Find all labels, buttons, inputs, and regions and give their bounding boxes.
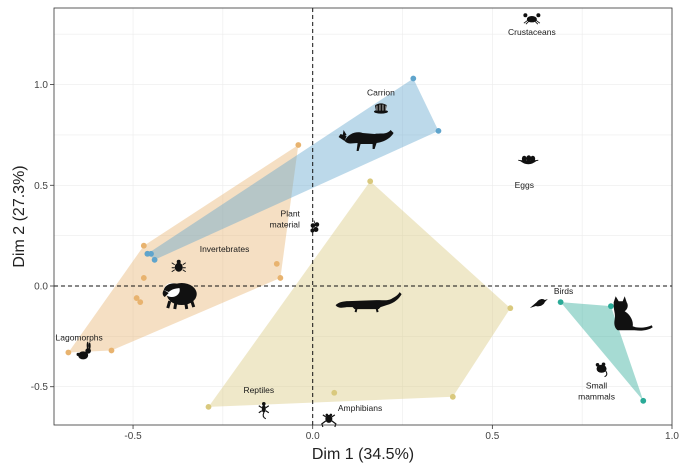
nest-eggs-icon [518, 155, 539, 165]
y-tick-label: 0.5 [34, 181, 48, 192]
cat-hull [560, 302, 644, 401]
category-label: Plant material [270, 209, 301, 230]
mongoose-point [205, 403, 212, 410]
badger-point [65, 349, 72, 356]
category-label: Birds [554, 286, 573, 296]
category-label: Invertebrates [200, 244, 250, 254]
badger-point [133, 295, 140, 301]
mongoose-point [449, 393, 456, 400]
fox-hull [147, 78, 439, 260]
axis-ticks: -0.5 0.0 0.5 1.0 -0.5 0.0 0.5 1.0 [31, 80, 680, 442]
panel-border [53, 7, 673, 426]
x-tick-label: 1.0 [665, 431, 679, 442]
point-layer [65, 75, 647, 410]
category-label: Lagomorphs [56, 332, 103, 342]
category-label: Crustaceans [508, 27, 556, 37]
category-label: Carrion [367, 88, 395, 98]
cat-point [608, 303, 614, 310]
category-label: Small mammals [578, 381, 615, 402]
category-label: Amphibians [338, 403, 382, 413]
hull-layer [68, 78, 644, 407]
y-tick-label: 1.0 [34, 80, 48, 91]
badger-point [140, 275, 147, 281]
cat-icon [613, 296, 653, 331]
badger-point [277, 275, 284, 281]
rabbit-icon [76, 341, 91, 360]
fox-icon [338, 129, 394, 151]
x-tick-label: -0.5 [124, 431, 142, 442]
fox-point [410, 75, 417, 82]
fox-point [151, 256, 158, 263]
x-tick-label: 0.5 [485, 431, 499, 442]
fox-point [148, 250, 154, 257]
beetle-icon [171, 259, 186, 273]
x-axis-title: Dim 1 (34.5%) [312, 446, 414, 463]
category-label: Eggs [515, 180, 534, 190]
fox-point [435, 127, 442, 134]
category-labels: Crustaceans Carrion Eggs Plant material Inver… [56, 27, 615, 413]
y-tick-label: -0.5 [31, 382, 49, 393]
badger-hull [68, 145, 299, 353]
badger-point [137, 299, 144, 306]
rodent-icon [595, 362, 608, 378]
bird-icon [529, 299, 548, 309]
mongoose-icon [335, 292, 402, 313]
mongoose-point [507, 305, 514, 312]
y-axis-title: Dim 2 (27.3%) [11, 165, 28, 267]
y-tick-label: 0.0 [34, 282, 48, 293]
icon-layer [76, 13, 653, 428]
x-tick-label: 0.0 [306, 431, 320, 442]
badger-icon [162, 283, 197, 310]
reference-lines [54, 8, 672, 425]
cat-point [640, 397, 647, 404]
badger-point [108, 347, 115, 354]
badger-point [273, 260, 280, 267]
lizard-icon [258, 401, 270, 420]
badger-point [295, 142, 302, 148]
frog-icon [321, 413, 337, 428]
mongoose-point [331, 389, 338, 396]
badger-point [140, 242, 147, 249]
cat-point [557, 299, 564, 306]
carcass-icon [373, 103, 388, 114]
mongoose-point [367, 178, 374, 185]
category-label: Reptiles [243, 385, 274, 395]
mongoose-hull [208, 181, 511, 407]
crab-icon [523, 13, 541, 25]
plant-icon [310, 220, 320, 233]
